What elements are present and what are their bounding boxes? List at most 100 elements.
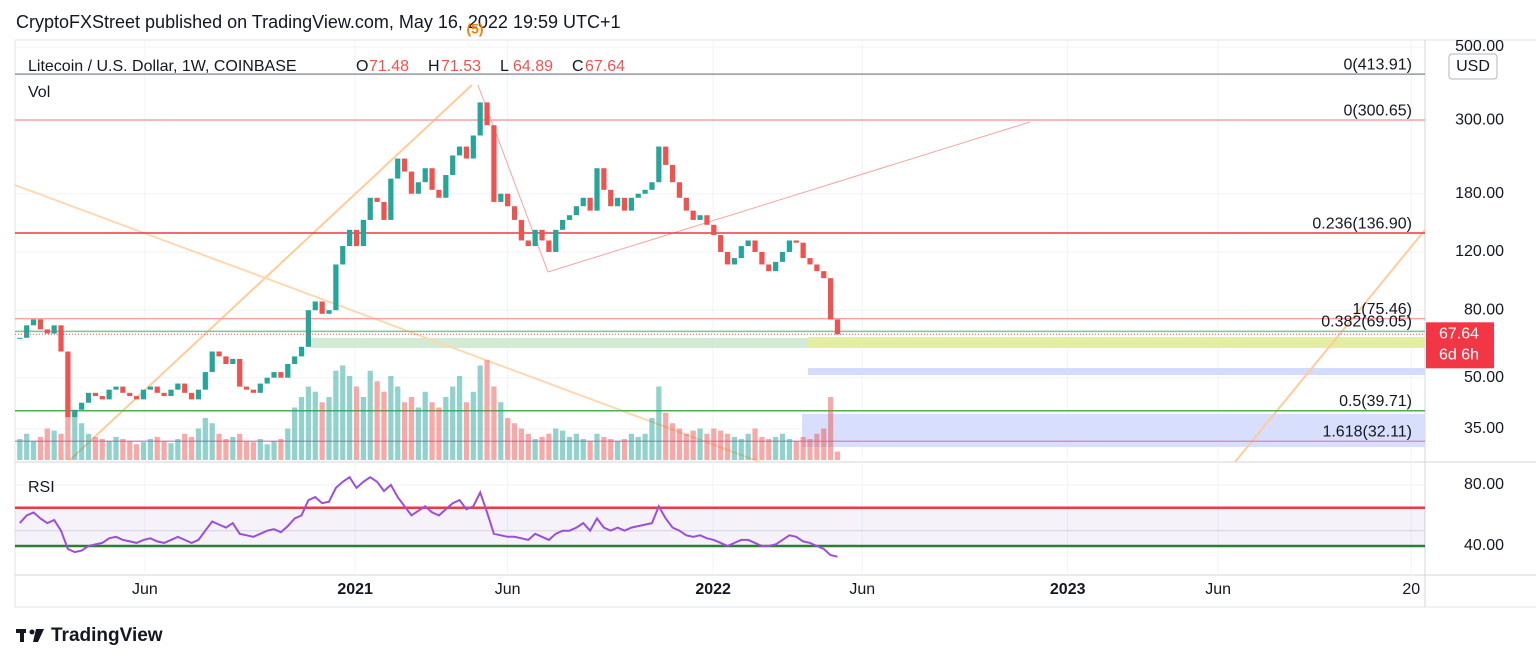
candle <box>92 392 99 397</box>
level-label: 1.618(32.11) <box>1322 424 1412 441</box>
volume-bar <box>711 428 717 460</box>
y-tick-label: 80.00 <box>1464 301 1504 318</box>
volume-bar <box>312 391 318 460</box>
candle <box>601 168 607 190</box>
volume-bar <box>834 451 841 460</box>
candle <box>154 386 160 393</box>
currency[interactable]: USD <box>1456 58 1490 75</box>
volume-bar <box>209 423 215 460</box>
volume-bar <box>511 423 518 460</box>
volume-bar <box>450 386 456 460</box>
candle <box>147 386 153 390</box>
candle <box>79 402 85 410</box>
volume-bar <box>608 439 614 460</box>
candle <box>340 246 346 265</box>
volume-bar <box>367 370 373 460</box>
candle <box>209 351 215 373</box>
candle <box>99 396 105 400</box>
candle <box>663 146 669 165</box>
symbol-title: Litecoin / U.S. Dollar, 1W, COINBASE <box>28 58 297 75</box>
y-tick-label: 120.00 <box>1455 243 1504 260</box>
volume-bar <box>731 436 738 460</box>
volume-bar <box>800 436 806 460</box>
volume-bar <box>690 430 696 460</box>
publisher: CryptoFXStreet published on TradingView.… <box>16 12 621 32</box>
volume-bar <box>24 433 30 460</box>
volume-bar <box>594 433 600 460</box>
candle <box>381 201 387 220</box>
candle <box>134 396 140 400</box>
price-box <box>1426 322 1494 369</box>
candle <box>51 325 57 334</box>
trend-line <box>14 184 761 463</box>
volume-bar <box>566 436 573 460</box>
y-tick-label: 180.00 <box>1455 185 1504 202</box>
candle <box>745 240 751 247</box>
volume-bar <box>353 386 360 460</box>
rsi-band <box>15 507 1425 546</box>
volume-bar <box>305 386 312 460</box>
x-tick-label: 20 <box>1402 581 1420 598</box>
candle <box>766 264 772 272</box>
volume-bar <box>257 439 263 460</box>
volume-bar <box>505 418 511 460</box>
candle <box>326 310 332 314</box>
candle <box>106 389 112 400</box>
volume-bar <box>766 439 772 460</box>
volume-bar <box>697 428 703 460</box>
volume-bar <box>72 412 78 460</box>
volume-bar <box>120 439 126 460</box>
candle <box>669 164 676 183</box>
volume-bar <box>230 436 236 460</box>
candle <box>250 389 257 393</box>
candle <box>773 261 779 272</box>
y-tick-label: 50.00 <box>1464 369 1504 386</box>
candle <box>292 356 298 365</box>
volume-bar <box>525 433 531 460</box>
volume-bar <box>663 412 669 460</box>
candle <box>388 178 394 220</box>
ohlc-value: 71.53 <box>441 58 481 75</box>
candle <box>828 278 834 320</box>
volume-bar <box>601 436 607 460</box>
candle <box>697 215 703 220</box>
volume-bar <box>278 439 284 460</box>
volume-bar <box>298 397 305 460</box>
volume-bar <box>347 376 353 460</box>
candle <box>24 325 30 338</box>
volume-bar <box>216 433 222 460</box>
volume-bar <box>773 436 779 460</box>
volume-bar <box>615 441 621 460</box>
ohlc-key: C <box>572 58 584 75</box>
volume-bar <box>649 418 655 460</box>
volume-bar <box>134 444 140 460</box>
candle <box>525 240 531 247</box>
candle <box>566 215 573 220</box>
candle <box>401 158 408 172</box>
candle <box>621 197 628 211</box>
candle <box>429 168 435 190</box>
level-label: 0(413.91) <box>1344 56 1413 73</box>
candle <box>333 264 339 311</box>
candle <box>195 389 202 400</box>
candle <box>786 240 793 252</box>
candle <box>65 351 71 418</box>
rsi-line <box>19 475 838 558</box>
x-tick-label: 2023 <box>1050 581 1086 598</box>
candle <box>704 215 710 225</box>
candle <box>594 168 600 211</box>
candle <box>415 182 421 194</box>
candle <box>30 319 37 326</box>
volume-bar <box>621 439 628 460</box>
volume-bar <box>374 381 380 460</box>
candle <box>724 251 731 265</box>
currency-box[interactable] <box>1448 53 1498 80</box>
candle <box>580 197 586 207</box>
volume-bar <box>477 365 483 460</box>
candle <box>814 264 820 272</box>
volume-bar <box>85 433 92 460</box>
volume-bar <box>429 402 435 460</box>
x-tick-label: 2021 <box>337 581 373 598</box>
candle <box>278 372 284 378</box>
candle <box>450 155 456 176</box>
